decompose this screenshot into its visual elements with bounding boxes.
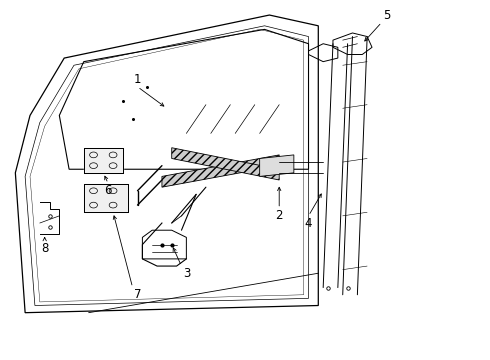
Text: 4: 4 <box>305 216 312 230</box>
Text: 8: 8 <box>41 242 49 255</box>
Text: 7: 7 <box>134 288 141 301</box>
Text: 1: 1 <box>134 73 141 86</box>
Polygon shape <box>84 148 123 173</box>
Text: 3: 3 <box>183 267 190 280</box>
Text: 2: 2 <box>275 210 283 222</box>
Text: 5: 5 <box>383 9 391 22</box>
Polygon shape <box>172 148 279 180</box>
Polygon shape <box>260 155 294 176</box>
Text: 6: 6 <box>104 184 112 197</box>
Polygon shape <box>84 184 128 212</box>
Polygon shape <box>162 155 279 187</box>
